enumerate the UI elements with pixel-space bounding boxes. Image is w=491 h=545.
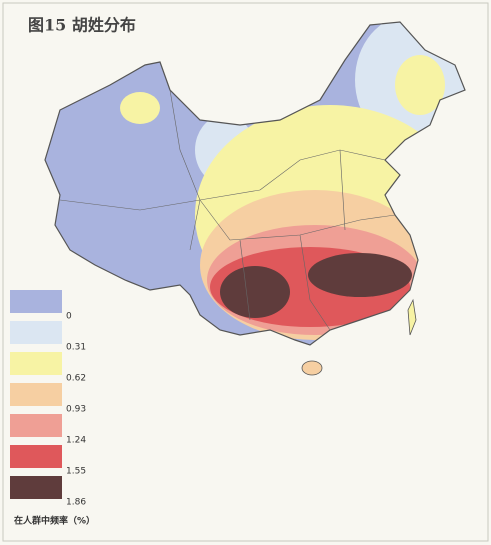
legend-swatch <box>10 414 62 437</box>
legend-swatch <box>10 290 62 313</box>
country-outline <box>44 21 466 346</box>
legend-label: 1.24 <box>66 436 86 446</box>
legend-label: 0.93 <box>66 405 86 415</box>
region <box>220 266 290 318</box>
legend-swatch <box>10 321 62 344</box>
legend-swatch <box>10 445 62 468</box>
legend-label: 1.55 <box>66 467 86 477</box>
legend-label: 1.86 <box>66 498 86 508</box>
hainan-island <box>301 360 323 376</box>
legend-label: 0.62 <box>66 374 86 384</box>
legend-swatch <box>10 476 62 499</box>
legend-swatch <box>10 352 62 375</box>
region <box>395 55 445 115</box>
legend: 0 0.31 0.62 0.93 1.24 1.55 1.86 在人群中频率（%） <box>10 290 95 527</box>
legend-caption: 在人群中频率（%） <box>14 515 95 527</box>
province-borders <box>59 89 396 331</box>
region <box>308 253 412 297</box>
legend-label: 0 <box>66 312 72 322</box>
legend-swatch <box>10 383 62 406</box>
map-title: 图15 胡姓分布 <box>28 16 136 35</box>
taiwan-island <box>407 298 417 336</box>
region <box>120 92 160 124</box>
legend-label: 0.31 <box>66 343 86 353</box>
